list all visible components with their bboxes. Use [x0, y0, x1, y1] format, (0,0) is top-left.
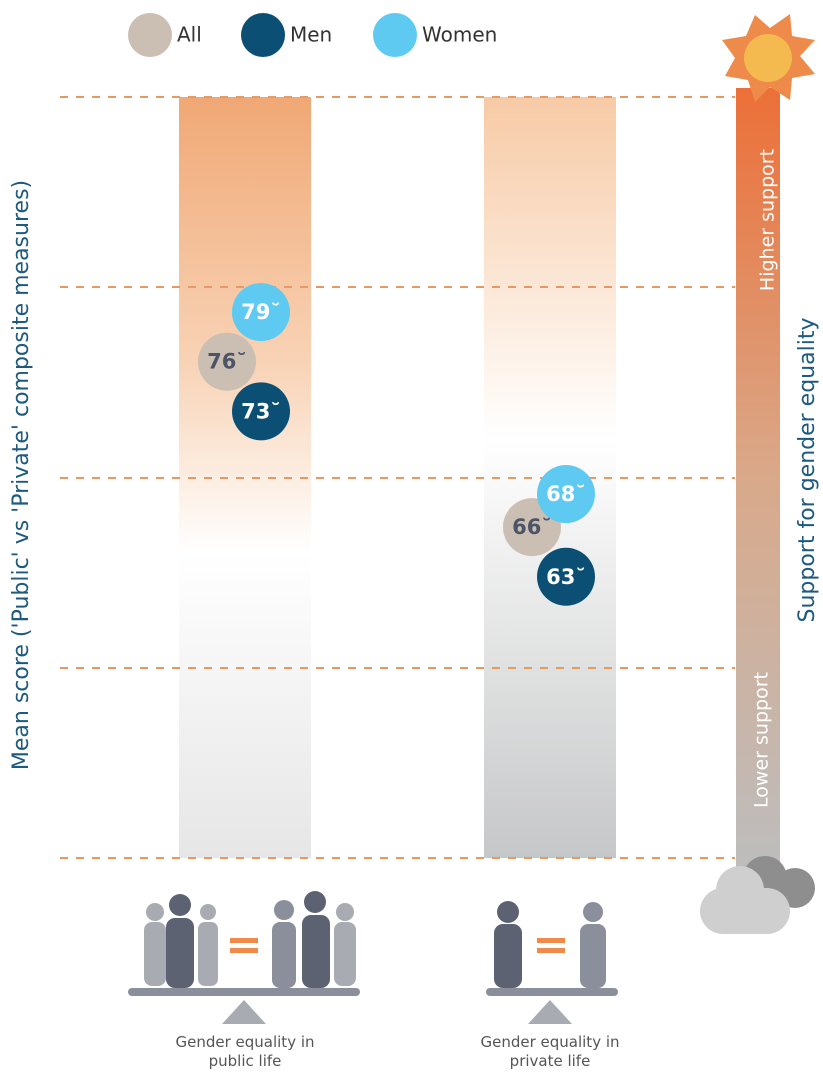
support-gauge — [736, 88, 780, 868]
sun-icon — [722, 14, 815, 102]
right-label: Support for gender equality — [795, 318, 820, 623]
people-private — [486, 901, 618, 1024]
cloud-icon — [700, 856, 815, 934]
score-label: 73˘ — [241, 399, 281, 423]
guide-lines — [60, 96, 735, 859]
score-bubble — [232, 283, 290, 342]
category-label: Gender equality in private life — [480, 1033, 620, 1070]
legend-label: All — [177, 23, 202, 47]
score-bubble — [537, 465, 595, 524]
gauge-low: Lower support — [751, 672, 773, 808]
legend-label: Men — [290, 23, 332, 47]
legend-swatch — [241, 13, 285, 57]
category-label: Gender equality in public life — [175, 1033, 315, 1070]
score-label: 76˘ — [207, 350, 247, 374]
gauge-high: Higher support — [757, 149, 779, 291]
legend-label: Women — [422, 23, 497, 47]
legend-swatch — [128, 13, 172, 57]
score-label: 68˘ — [546, 482, 586, 506]
y-axis-label: Mean score ('Public' vs 'Private' compos… — [9, 180, 34, 770]
score-bubble — [198, 332, 256, 391]
score-label: 79˘ — [241, 300, 281, 324]
people-public — [128, 891, 360, 1024]
score-label: 63˘ — [546, 565, 586, 589]
score-bubble — [537, 547, 595, 606]
score-bubble — [232, 382, 290, 441]
score-label: 66˘ — [512, 515, 552, 539]
legend-swatch — [373, 13, 417, 57]
